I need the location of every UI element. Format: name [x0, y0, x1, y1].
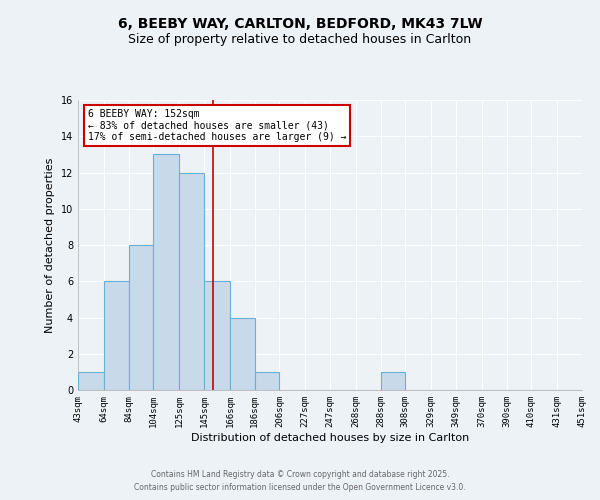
Bar	[104, 281, 128, 390]
Bar	[78, 372, 104, 390]
Text: Contains HM Land Registry data © Crown copyright and database right 2025.
Contai: Contains HM Land Registry data © Crown c…	[134, 470, 466, 492]
Y-axis label: Number of detached properties: Number of detached properties	[45, 158, 55, 332]
Bar	[154, 154, 179, 390]
X-axis label: Distribution of detached houses by size in Carlton: Distribution of detached houses by size …	[191, 432, 469, 442]
Bar	[204, 281, 230, 390]
Text: 6 BEEBY WAY: 152sqm
← 83% of detached houses are smaller (43)
17% of semi-detach: 6 BEEBY WAY: 152sqm ← 83% of detached ho…	[88, 108, 347, 142]
Text: Size of property relative to detached houses in Carlton: Size of property relative to detached ho…	[128, 32, 472, 46]
Bar	[179, 172, 204, 390]
Bar	[254, 372, 280, 390]
Text: 6, BEEBY WAY, CARLTON, BEDFORD, MK43 7LW: 6, BEEBY WAY, CARLTON, BEDFORD, MK43 7LW	[118, 18, 482, 32]
Bar	[128, 245, 154, 390]
Bar	[230, 318, 254, 390]
Bar	[380, 372, 406, 390]
